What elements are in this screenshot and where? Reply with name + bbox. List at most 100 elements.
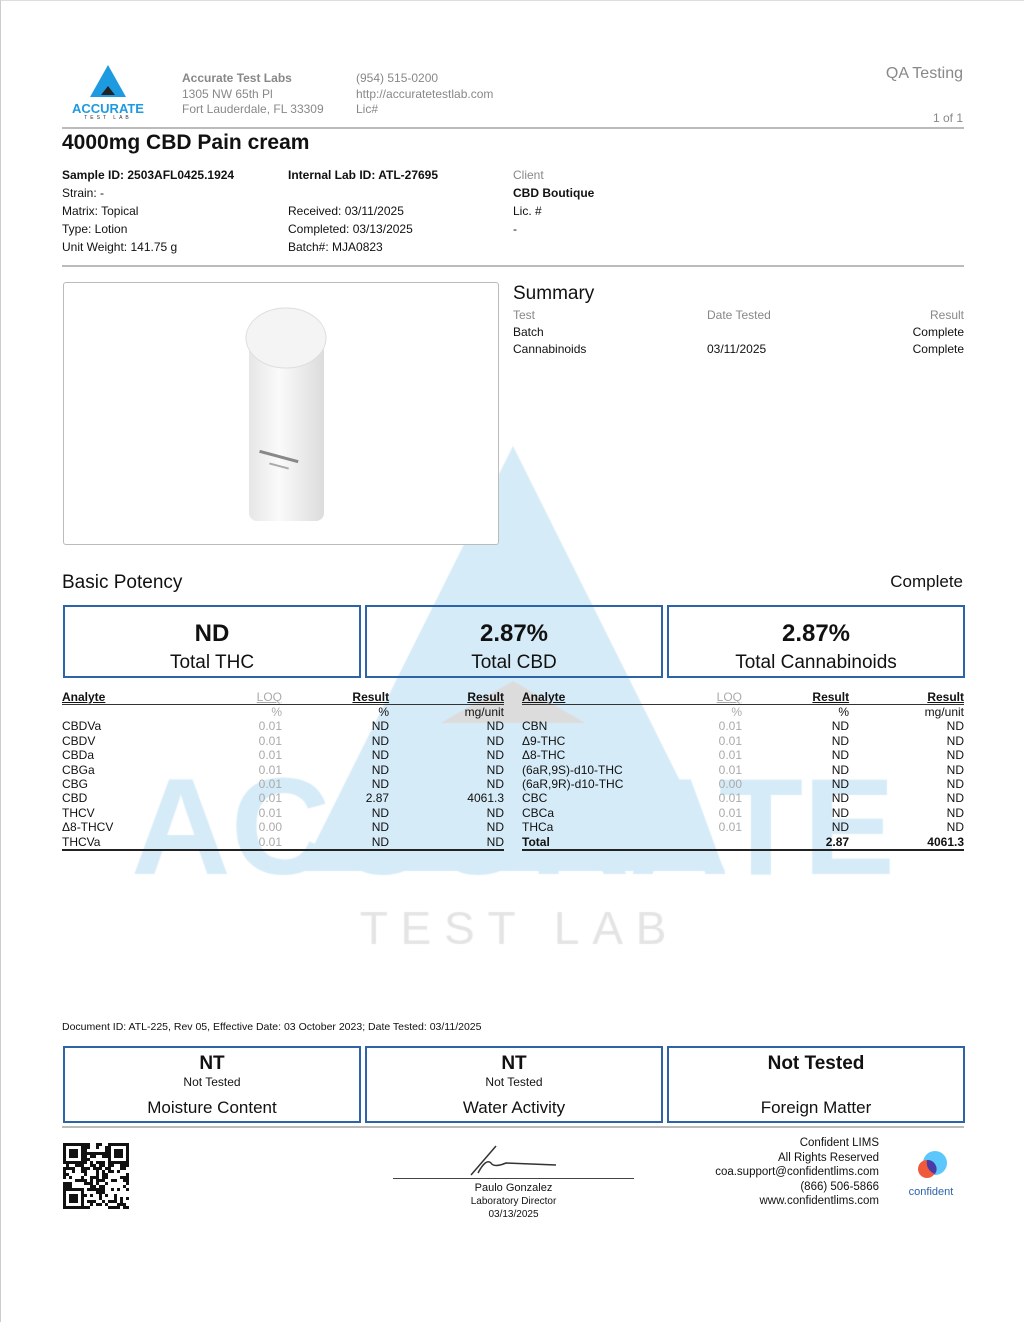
signatory: Paulo Gonzalez Laboratory Director 03/13/2… (393, 1182, 634, 1221)
column-header: LOQ (252, 690, 282, 705)
column-header: Result (849, 690, 964, 705)
result-percent-cell: ND (371, 748, 390, 763)
loq-cell: 0.01 (718, 733, 742, 748)
client-label: Client (513, 168, 544, 182)
column-header: Result (282, 690, 390, 705)
loq-cell: 0.01 (258, 762, 282, 777)
sample-id: Sample ID: 2503AFL0425.1924 (62, 168, 235, 182)
lab-info: Internal Lab ID: ATL-27695 Received: 03/… (288, 166, 438, 256)
rights-text: All Rights Reserved (778, 1151, 879, 1164)
analyte-cell: (6aR,9R)-d10-THC (522, 777, 624, 792)
result-mg-cell: ND (946, 762, 964, 777)
result-cell: Complete (912, 342, 964, 357)
summary-row: Cannabinoids 03/11/2025 Complete (513, 341, 964, 358)
analyte-cell: THCa (522, 820, 554, 835)
document-id: Document ID: ATL-225, Rev 05, Effective … (62, 1021, 482, 1033)
result-mg-cell: ND (946, 719, 964, 734)
analyte-cell: CBN (522, 719, 548, 734)
page-number: 1 of 1 (932, 111, 963, 125)
result-mg-cell: ND (946, 733, 964, 748)
lab-website-link[interactable]: http://accuratetestlab.com (356, 86, 494, 101)
matrix: Matrix: Topical (62, 204, 139, 218)
test-cell: Cannabinoids (513, 342, 587, 357)
test-cell: Batch (513, 325, 544, 340)
loq-cell: 0.01 (258, 733, 282, 748)
loq-cell (712, 834, 742, 852)
result-mg-cell: ND (946, 805, 964, 820)
loq-cell: 0.01 (718, 762, 742, 777)
batch-number: Batch#: MJA0823 (288, 240, 383, 254)
confident-logo-icon (918, 1151, 947, 1178)
unit-label (522, 705, 712, 720)
result-percent-cell: ND (831, 805, 850, 820)
analyte-cell: CBCa (522, 805, 555, 820)
signature-image (470, 1145, 557, 1176)
type: Type: Lotion (62, 222, 128, 236)
table-row: CBN 0.01 ND ND (522, 719, 964, 733)
product-bottle-image (245, 307, 327, 521)
received-date: Received: 03/11/2025 (288, 204, 404, 218)
unit-label: mg/unit (464, 705, 504, 719)
lab-name: Accurate Test Labs (182, 71, 292, 85)
lab-contact: (954) 515-0200 http://accuratetestlab.com… (356, 71, 493, 118)
product-title: 4000mg CBD Pain cream (62, 131, 310, 154)
result-percent-cell: ND (371, 805, 390, 820)
analyte-cell: THCVa (62, 834, 252, 852)
loq-cell: 0.01 (258, 805, 282, 820)
result-cell: Complete (912, 325, 964, 340)
table-row: CBD 0.01 2.87 4061.3 (62, 791, 504, 805)
analyte-cell: CBG (62, 777, 89, 792)
table-row: THCa 0.01 ND ND (522, 820, 964, 834)
result-percent-cell: 2.87 (365, 791, 390, 806)
result-percent-cell: ND (831, 733, 850, 748)
analyte-cell: CBDV (62, 733, 96, 748)
result-mg-cell: ND (946, 791, 964, 806)
potency-title: Basic Potency (62, 572, 183, 593)
loq-cell: 0.00 (718, 777, 742, 792)
table-header: Analyte LOQ Result Result (522, 690, 964, 705)
result-mg-cell: ND (486, 748, 504, 763)
analyte-cell: CBDa (62, 748, 95, 763)
result-mg-cell: ND (486, 733, 504, 748)
date-cell (707, 324, 867, 341)
table-row: THCV 0.01 ND ND (62, 806, 504, 820)
total-cannabinoids-box: 2.87% Total Cannabinoids (667, 605, 965, 678)
unit-label: % (271, 705, 282, 719)
result-mg-cell: ND (486, 805, 504, 820)
table-row: CBG 0.01 ND ND (62, 777, 504, 791)
loq-cell: 0.00 (258, 820, 282, 835)
result-mg-cell: ND (946, 777, 964, 792)
logo-triangle-icon (90, 65, 126, 97)
analyte-cell: Δ8-THC (522, 748, 566, 763)
column-header: Test (513, 308, 536, 323)
lims-website-link[interactable]: www.confidentlims.com (759, 1195, 879, 1207)
box-label: Water Activity (462, 1098, 566, 1117)
loq-cell: 0.01 (252, 834, 282, 852)
summary-table: Test Date Tested Result Batch Complete Cann… (513, 307, 964, 358)
result-mg-cell: ND (486, 762, 504, 777)
signature-date: 03/13/2025 (488, 1209, 539, 1220)
result-mg-cell: ND (486, 777, 504, 792)
analyte-cell: THCV (62, 805, 95, 820)
qr-code-icon[interactable] (63, 1143, 129, 1209)
box-subtext: Not Tested (485, 1075, 543, 1089)
summary-title: Summary (513, 283, 595, 304)
table-row: Δ9-THC 0.01 ND ND (522, 734, 964, 748)
loq-cell: 0.01 (258, 777, 282, 792)
result-percent-cell: ND (371, 762, 390, 777)
column-header: Date Tested (707, 308, 771, 323)
loq-cell: 0.01 (718, 805, 742, 820)
support-email-link[interactable]: coa.support@confidentlims.com (715, 1166, 879, 1178)
lims-footer: Confident LIMS All Rights Reserved coa.sup… (715, 1136, 879, 1209)
potency-status: Complete (890, 572, 963, 591)
result-mg-cell: ND (389, 834, 504, 852)
loq-cell: 0.01 (258, 748, 282, 763)
analyte-cell: CBD (62, 791, 88, 806)
table-row: Total 2.87 4061.3 (522, 834, 964, 852)
result-percent-cell: ND (282, 834, 390, 852)
result-percent-cell: ND (371, 820, 390, 835)
box-value: NT (199, 1053, 225, 1074)
box-value: ND (194, 620, 230, 647)
water-activity-box: NT Not Tested Water Activity (365, 1046, 663, 1123)
client-name: CBD Boutique (513, 186, 595, 200)
